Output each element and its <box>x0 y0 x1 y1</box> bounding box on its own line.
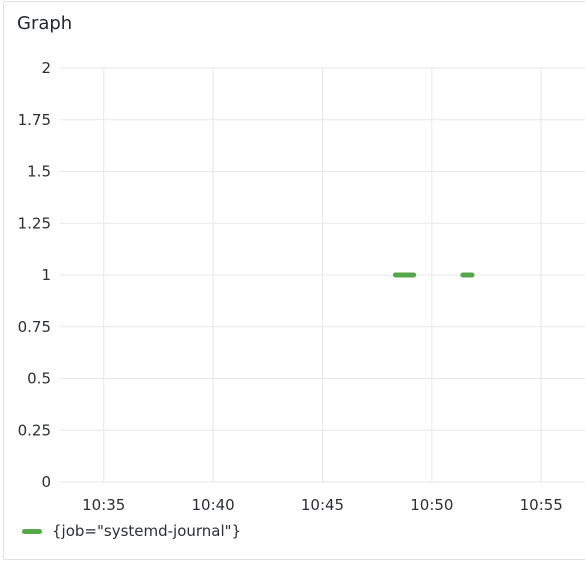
x-tick-label: 10:50 <box>410 496 453 514</box>
x-tick-label: 10:35 <box>82 496 125 514</box>
legend-label[interactable]: {job="systemd-journal"} <box>52 522 242 540</box>
y-tick-label: 1.5 <box>27 163 51 181</box>
y-tick-label: 1.25 <box>18 214 51 232</box>
y-tick-label: 0 <box>41 473 51 491</box>
x-tick-label: 10:45 <box>301 496 344 514</box>
y-tick-label: 0.5 <box>27 370 51 388</box>
x-tick-label: 10:40 <box>192 496 235 514</box>
legend-swatch[interactable] <box>22 528 42 534</box>
y-tick-label: 1.75 <box>18 111 51 129</box>
y-tick-label: 2 <box>41 59 51 77</box>
y-tick-label: 0.25 <box>18 421 51 439</box>
graph-panel: Graph <box>3 1 585 560</box>
y-tick-label: 1 <box>41 266 51 284</box>
y-tick-label: 0.75 <box>18 318 51 336</box>
legend: {job="systemd-journal"} <box>22 522 241 540</box>
x-tick-label: 10:55 <box>520 496 563 514</box>
panel-title[interactable]: Graph <box>17 13 73 34</box>
